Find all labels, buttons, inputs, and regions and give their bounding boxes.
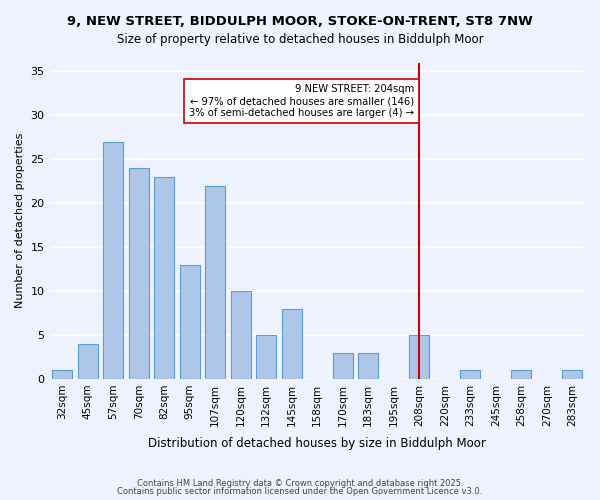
Bar xyxy=(205,186,226,379)
Bar xyxy=(52,370,73,379)
Text: 9 NEW STREET: 204sqm
← 97% of detached houses are smaller (146)
3% of semi-detac: 9 NEW STREET: 204sqm ← 97% of detached h… xyxy=(189,84,414,117)
Bar xyxy=(281,308,302,379)
Bar xyxy=(460,370,481,379)
Bar xyxy=(511,370,532,379)
Text: Contains public sector information licensed under the Open Government Licence v3: Contains public sector information licen… xyxy=(118,487,482,496)
Text: 9, NEW STREET, BIDDULPH MOOR, STOKE-ON-TRENT, ST8 7NW: 9, NEW STREET, BIDDULPH MOOR, STOKE-ON-T… xyxy=(67,15,533,28)
Bar xyxy=(103,142,124,379)
X-axis label: Distribution of detached houses by size in Biddulph Moor: Distribution of detached houses by size … xyxy=(148,437,486,450)
Text: Contains HM Land Registry data © Crown copyright and database right 2025.: Contains HM Land Registry data © Crown c… xyxy=(137,478,463,488)
Y-axis label: Number of detached properties: Number of detached properties xyxy=(15,133,25,308)
Bar xyxy=(77,344,98,379)
Bar xyxy=(179,264,200,379)
Bar xyxy=(409,335,430,379)
Bar xyxy=(128,168,149,379)
Bar xyxy=(332,352,353,379)
Bar xyxy=(154,177,175,379)
Bar xyxy=(230,291,251,379)
Bar xyxy=(562,370,583,379)
Text: Size of property relative to detached houses in Biddulph Moor: Size of property relative to detached ho… xyxy=(116,32,484,46)
Bar xyxy=(256,335,277,379)
Bar xyxy=(358,352,379,379)
